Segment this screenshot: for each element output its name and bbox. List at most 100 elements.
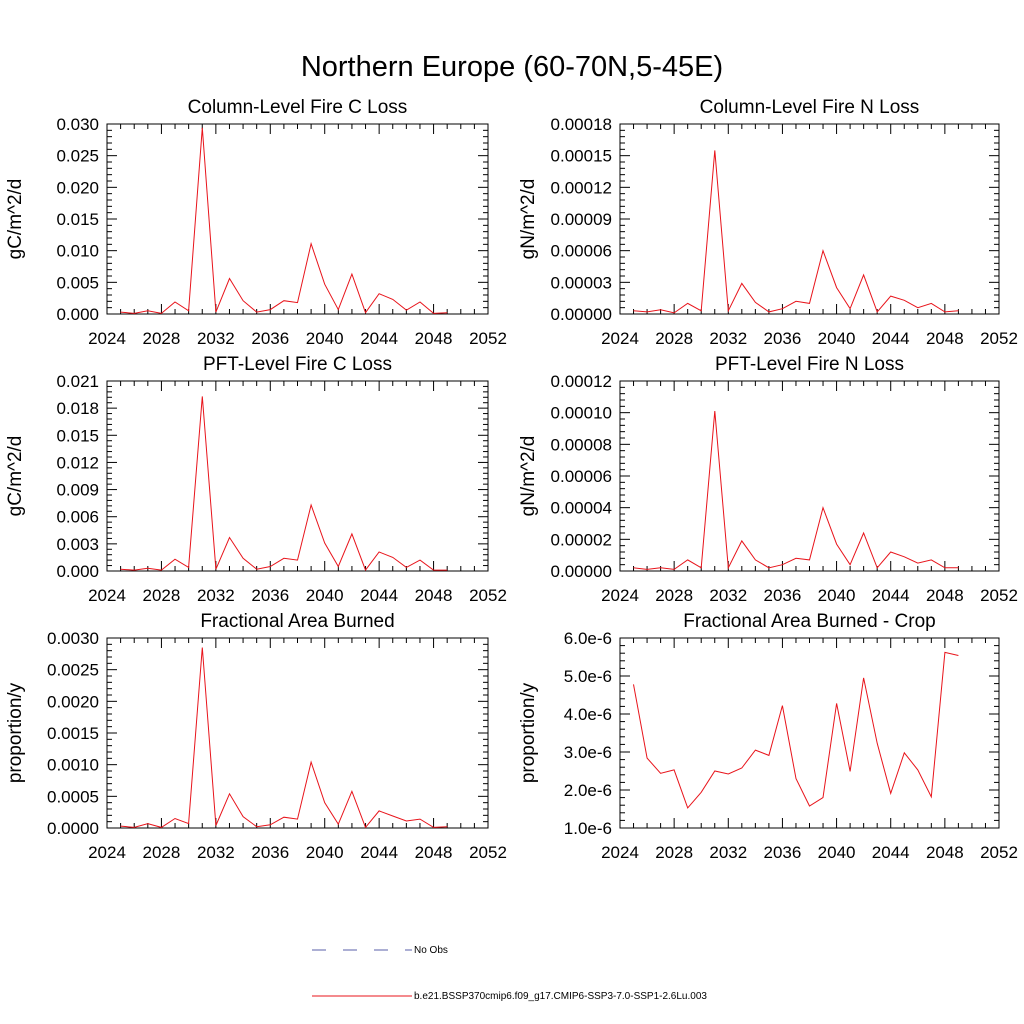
y-tick-label: 0.00009 — [551, 210, 612, 229]
y-tick-label: 0.010 — [56, 242, 99, 261]
x-tick-label: 2032 — [709, 586, 747, 605]
x-tick-label: 2052 — [980, 586, 1018, 605]
y-tick-label: 0.00008 — [551, 435, 612, 454]
y-tick-label: 0.0020 — [47, 692, 99, 711]
x-tick-label: 2052 — [469, 586, 507, 605]
x-tick-label: 2048 — [415, 329, 453, 348]
y-tick-label: 0.00012 — [551, 372, 612, 391]
x-tick-label: 2040 — [818, 843, 856, 862]
x-tick-label: 2024 — [601, 586, 639, 605]
x-tick-label: 2028 — [655, 329, 693, 348]
x-tick-label: 2052 — [469, 843, 507, 862]
figure-title: Northern Europe (60-70N,5-45E) — [301, 51, 723, 83]
y-tick-label: 0.0025 — [47, 661, 99, 680]
y-tick-label: 0.0010 — [47, 756, 99, 775]
y-axis-label: proportion/y — [5, 682, 26, 783]
x-tick-label: 2036 — [764, 329, 802, 348]
x-tick-label: 2048 — [415, 586, 453, 605]
y-tick-label: 0.00000 — [551, 305, 612, 324]
x-tick-label: 2024 — [88, 329, 126, 348]
x-tick-label: 2044 — [360, 586, 398, 605]
y-tick-label: 0.003 — [56, 535, 99, 554]
x-tick-label: 2048 — [926, 586, 964, 605]
x-tick-label: 2040 — [306, 329, 344, 348]
x-tick-label: 2040 — [306, 843, 344, 862]
y-tick-label: 0.00015 — [551, 147, 612, 166]
legend-series-label: b.e21.BSSP370cmip6.f09_g17.CMIP6-SSP3-7.… — [414, 991, 707, 1002]
series-line — [120, 396, 448, 572]
x-tick-label: 2024 — [88, 843, 126, 862]
y-tick-label: 0.0000 — [47, 819, 99, 838]
y-tick-label: 0.025 — [56, 147, 99, 166]
y-tick-label: 0.00006 — [551, 242, 612, 261]
y-tick-label: 0.030 — [56, 115, 99, 134]
y-tick-label: 0.0030 — [47, 629, 99, 648]
panel-2: Column-Level Fire N Loss gN/m^2/d 2024 2028… — [518, 97, 1018, 348]
y-tick-label: 0.005 — [56, 273, 99, 292]
x-tick-label: 2028 — [655, 586, 693, 605]
y-tick-label: 0.009 — [56, 481, 99, 500]
y-tick-label: 0.00000 — [551, 562, 612, 581]
plot-frame — [619, 380, 1000, 572]
panel-title: PFT-Level Fire N Loss — [715, 354, 904, 375]
y-tick-label: 0.0015 — [47, 724, 99, 743]
y-tick-label: 0.00012 — [551, 178, 612, 197]
y-tick-label: 0.000 — [56, 562, 99, 581]
series-line — [633, 150, 959, 314]
x-tick-label: 2028 — [143, 586, 181, 605]
x-tick-label: 2036 — [251, 843, 289, 862]
plot-frame — [106, 123, 489, 315]
x-tick-label: 2036 — [764, 843, 802, 862]
y-axis-label: proportion/y — [518, 682, 539, 783]
y-axis-label: gC/m^2/d — [5, 436, 26, 517]
x-tick-label: 2044 — [360, 329, 398, 348]
x-tick-label: 2044 — [872, 586, 910, 605]
x-tick-label: 2032 — [197, 843, 235, 862]
x-tick-label: 2040 — [818, 329, 856, 348]
panel-6: Fractional Area Burned - Crop proportion/… — [518, 611, 1018, 862]
x-tick-label: 2028 — [143, 329, 181, 348]
y-tick-label: 0.00010 — [551, 404, 612, 423]
y-tick-label: 0.00006 — [551, 467, 612, 486]
x-tick-label: 2052 — [980, 843, 1018, 862]
y-axis-label: gN/m^2/d — [518, 179, 539, 260]
x-tick-label: 2044 — [360, 843, 398, 862]
panel-3: PFT-Level Fire C Loss gC/m^2/d 2024 2028 203… — [5, 354, 507, 605]
x-tick-label: 2044 — [872, 843, 910, 862]
series-line — [633, 411, 959, 570]
x-tick-label: 2024 — [88, 586, 126, 605]
plot-frame — [106, 380, 489, 572]
y-tick-label: 0.000 — [56, 305, 99, 324]
y-tick-label: 0.015 — [56, 210, 99, 229]
x-tick-label: 2048 — [926, 843, 964, 862]
x-tick-label: 2036 — [251, 329, 289, 348]
x-tick-label: 2024 — [601, 843, 639, 862]
y-tick-label: 4.0e-6 — [564, 705, 612, 724]
x-tick-label: 2032 — [709, 329, 747, 348]
x-tick-label: 2028 — [655, 843, 693, 862]
plot-frame — [106, 637, 489, 829]
y-tick-label: 0.018 — [56, 399, 99, 418]
x-tick-label: 2036 — [764, 586, 802, 605]
x-tick-label: 2040 — [818, 586, 856, 605]
y-tick-label: 0.00018 — [551, 115, 612, 134]
y-tick-label: 1.0e-6 — [564, 819, 612, 838]
y-axis-label: gC/m^2/d — [5, 179, 26, 260]
x-tick-label: 2032 — [197, 586, 235, 605]
y-tick-label: 0.021 — [56, 372, 99, 391]
x-tick-label: 2052 — [980, 329, 1018, 348]
x-tick-label: 2048 — [415, 843, 453, 862]
legend-noobs-label: No Obs — [414, 945, 448, 956]
y-tick-label: 0.0005 — [47, 787, 99, 806]
y-tick-label: 0.015 — [56, 426, 99, 445]
panel-5: Fractional Area Burned proportion/y 2024 20… — [5, 611, 507, 862]
y-tick-label: 0.012 — [56, 453, 99, 472]
x-tick-label: 2052 — [469, 329, 507, 348]
y-axis-label: gN/m^2/d — [518, 436, 539, 517]
panel-title: Fractional Area Burned — [200, 611, 394, 632]
y-tick-label: 5.0e-6 — [564, 667, 612, 686]
y-tick-label: 0.00002 — [551, 530, 612, 549]
y-tick-label: 0.00003 — [551, 273, 612, 292]
x-tick-label: 2032 — [709, 843, 747, 862]
